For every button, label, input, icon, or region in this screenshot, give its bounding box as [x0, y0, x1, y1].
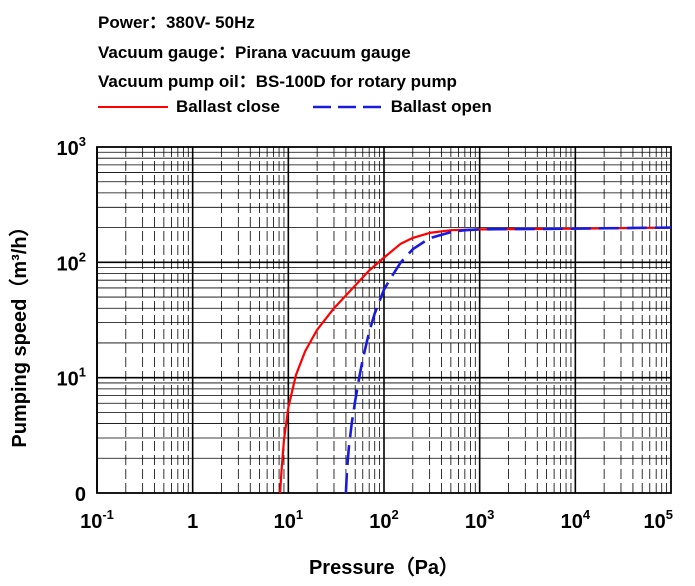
y-tick-label: 101 [57, 365, 86, 391]
legend-item-ballast-open: Ballast open [312, 97, 492, 117]
legend-line-dashed [312, 105, 383, 109]
x-tick-label: 105 [644, 507, 673, 533]
series-line-ballast-open [344, 226, 672, 494]
legend-line-solid [98, 106, 168, 108]
pump-oil-spec: Vacuum pump oil：BS-100D for rotary pump [98, 72, 457, 91]
x-axis-label: Pressure（Pa） [309, 556, 459, 579]
y-axis-label: Pumping speed（m³/h） [8, 216, 31, 447]
x-tick-label: 102 [369, 507, 398, 533]
y-tick-label: 102 [57, 249, 86, 275]
legend-label-ballast-open: Ballast open [390, 97, 492, 116]
x-tick-label: 1 [187, 511, 198, 533]
x-tick-label: 103 [465, 507, 494, 533]
legend-item-ballast-close: Ballast close [98, 97, 280, 117]
y-tick-label: 0 [75, 484, 86, 506]
grid [96, 147, 671, 493]
y-tick-label: 103 [57, 134, 86, 160]
power-spec: Power：380V- 50Hz [98, 13, 255, 32]
x-tick-label: 101 [274, 507, 303, 533]
vacuum-gauge-spec: Vacuum gauge：Pirana vacuum gauge [98, 43, 411, 62]
x-tick-label: 10-1 [80, 507, 114, 533]
plot-frame [96, 146, 672, 494]
legend-label-ballast-close: Ballast close [176, 97, 280, 116]
x-tick-label: 104 [561, 507, 591, 533]
legend: Ballast close Ballast open [98, 97, 520, 117]
